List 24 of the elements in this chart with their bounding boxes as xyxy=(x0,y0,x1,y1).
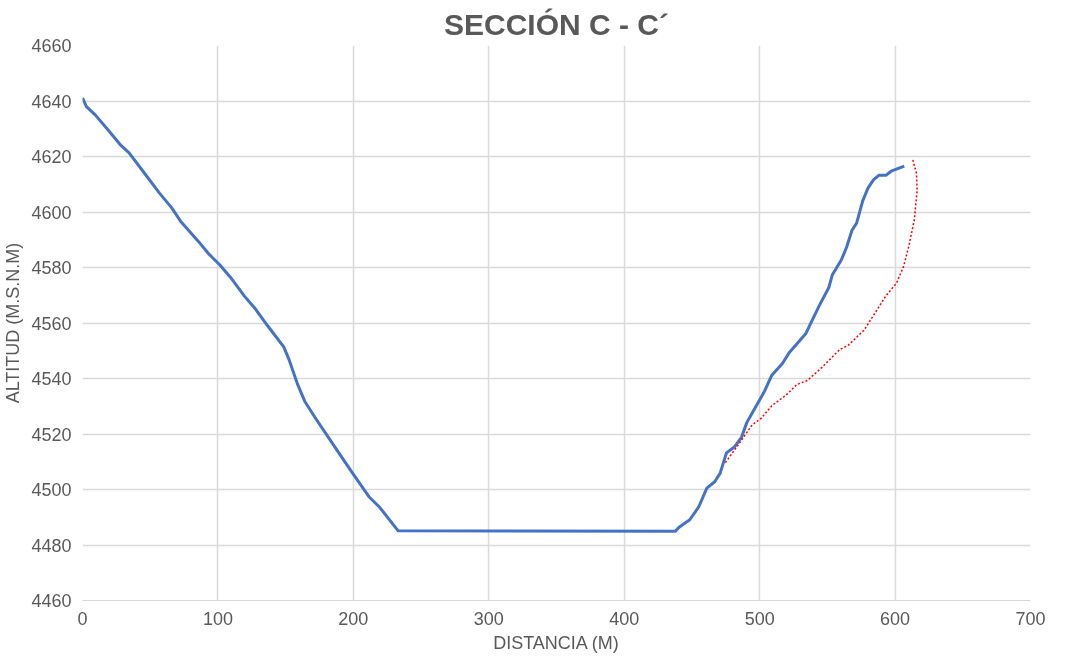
y-tick-label: 4540 xyxy=(31,369,72,389)
y-tick-label: 4580 xyxy=(31,258,72,278)
y-tick-label: 4500 xyxy=(31,480,72,500)
x-tick-label: 400 xyxy=(609,608,640,629)
y-tick-label: 4640 xyxy=(31,91,72,112)
y-tick-label: 4660 xyxy=(31,36,72,56)
chart-title: SECCIÓN C - C´ xyxy=(444,7,669,41)
y-tick-label: 4620 xyxy=(31,147,72,167)
y-tick-label: 4560 xyxy=(31,313,72,334)
x-tick-label: 300 xyxy=(473,608,504,629)
line-series xyxy=(724,157,918,464)
x-tick-label: 200 xyxy=(338,608,369,629)
x-tick-label: 500 xyxy=(744,608,775,629)
y-tick-label: 4520 xyxy=(31,424,72,445)
y-axis-title: ALTITUD (M.S.N.M) xyxy=(3,242,24,404)
x-tick-label: 600 xyxy=(880,608,911,629)
line-series xyxy=(82,96,906,533)
y-tick-label: 4460 xyxy=(31,591,72,611)
y-tick-label: 4600 xyxy=(31,202,72,223)
x-tick-label: 100 xyxy=(202,608,233,629)
x-tick-label: 0 xyxy=(77,608,88,629)
x-axis-title: DISTANCIA (M) xyxy=(493,632,619,653)
y-tick-label: 4480 xyxy=(31,535,72,556)
x-tick-label: 700 xyxy=(1015,608,1046,629)
